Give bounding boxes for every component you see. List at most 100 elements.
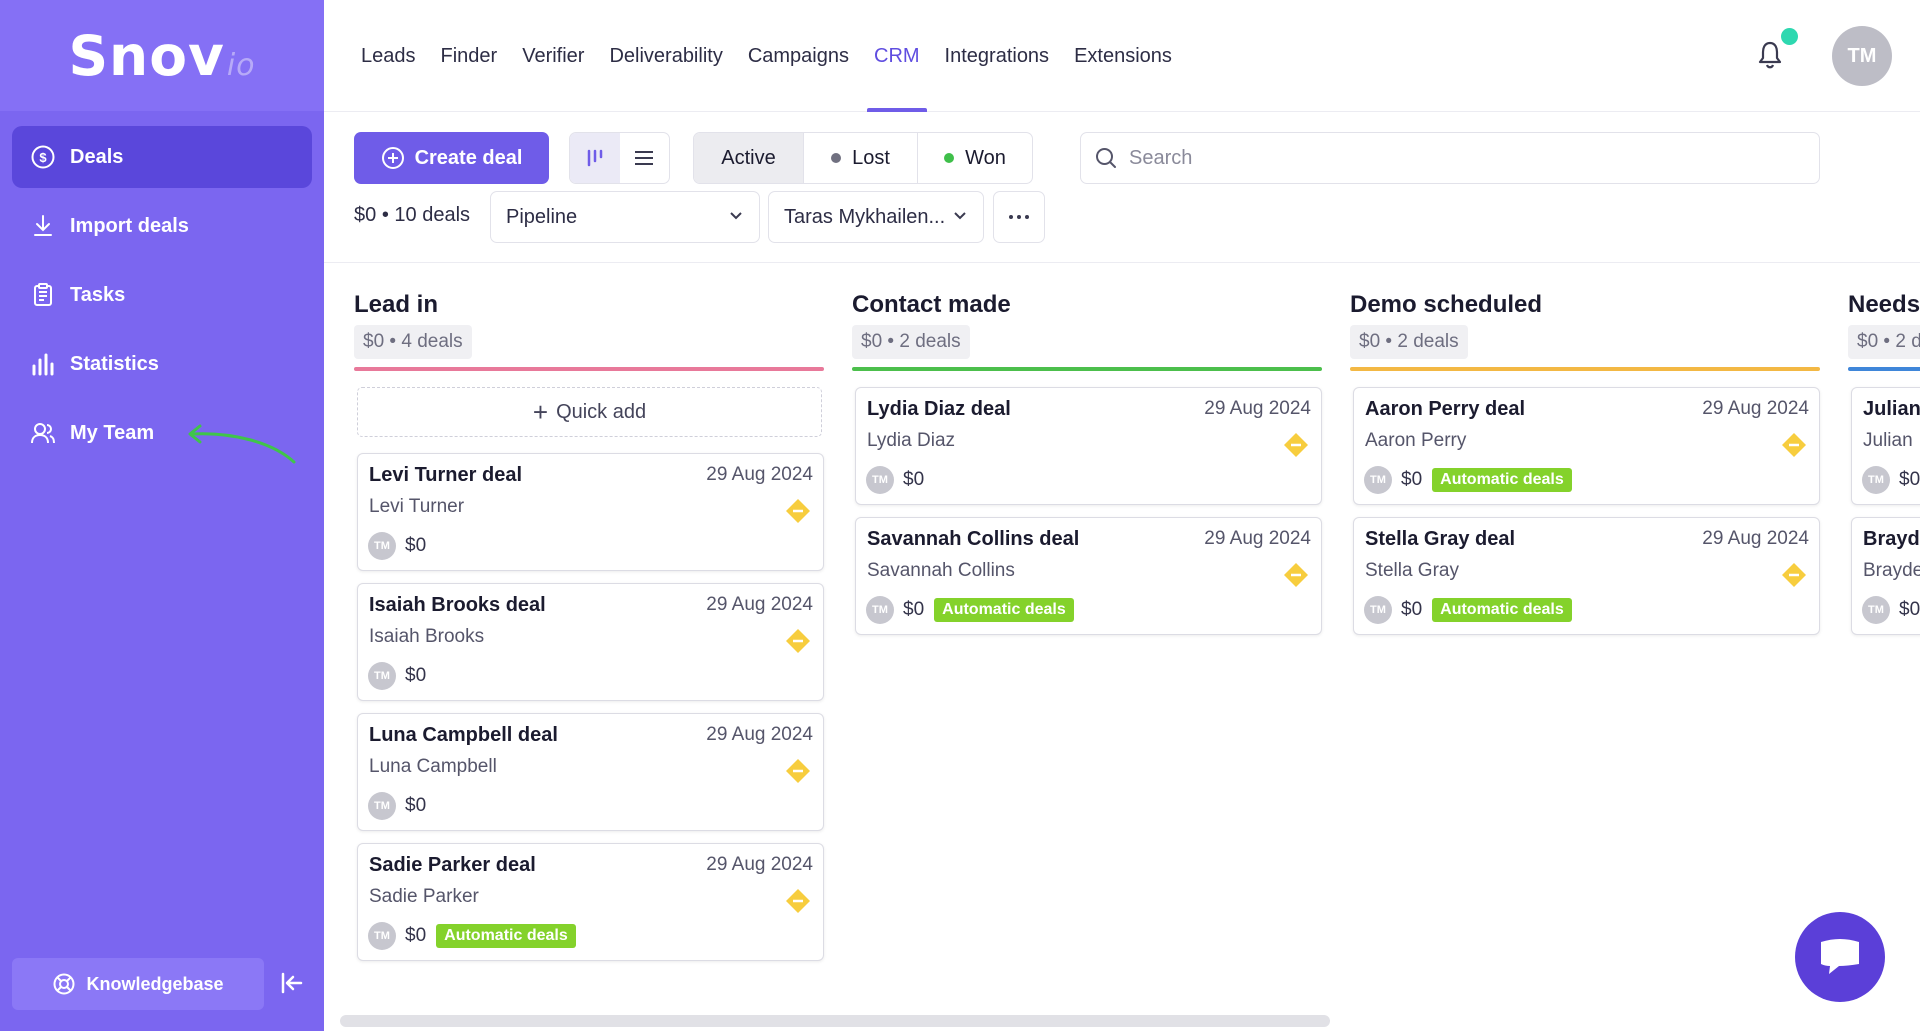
- deal-contact: Julian: [1863, 430, 1913, 451]
- deal-status-filter: Active Lost Won: [693, 132, 1033, 184]
- app-logo[interactable]: Snovio: [68, 23, 256, 88]
- deal-title: Aaron Perry deal: [1365, 398, 1526, 420]
- dollar-circle-icon: $: [31, 145, 55, 169]
- deal-date: 29 Aug 2024: [1204, 528, 1311, 549]
- collapse-sidebar-icon[interactable]: [279, 970, 305, 996]
- deal-card[interactable]: Julian Julian TM $0: [1851, 387, 1920, 505]
- lost-dot: [831, 153, 842, 163]
- deal-date: 29 Aug 2024: [706, 724, 813, 745]
- chat-icon: [1821, 939, 1859, 974]
- deal-card[interactable]: Levi Turner deal 29 Aug 2024 Levi Turner…: [357, 453, 824, 571]
- quick-add-button[interactable]: + Quick add: [357, 387, 822, 437]
- nav-crm[interactable]: CRM: [867, 0, 927, 112]
- deal-card[interactable]: Aaron Perry deal 29 Aug 2024 Aaron Perry…: [1353, 387, 1820, 505]
- nav-integrations[interactable]: Integrations: [944, 44, 1050, 67]
- deal-card[interactable]: Brayde Brayde TM $0: [1851, 517, 1920, 635]
- nav-leads[interactable]: Leads: [361, 44, 416, 67]
- owner-select[interactable]: Taras Mykhailen...: [768, 191, 984, 243]
- priority-icon: [786, 629, 810, 653]
- sidebar-item-label: Deals: [70, 145, 124, 168]
- board-view-button[interactable]: [570, 133, 620, 183]
- deal-contact: Luna Campbell: [369, 756, 497, 777]
- nav-extensions[interactable]: Extensions: [1074, 44, 1172, 67]
- deal-title: Luna Campbell deal: [369, 724, 558, 746]
- nav-verifier[interactable]: Verifier: [522, 44, 585, 67]
- deal-amount: $0: [405, 535, 427, 556]
- plus-icon: +: [532, 396, 549, 427]
- status-won-tab[interactable]: Won: [918, 133, 1032, 183]
- deal-title: Lydia Diaz deal: [867, 398, 1011, 420]
- deal-date: 29 Aug 2024: [706, 464, 813, 485]
- priority-icon: [786, 499, 810, 523]
- chat-widget-button[interactable]: [1795, 912, 1885, 1002]
- nav-campaigns[interactable]: Campaigns: [747, 44, 849, 67]
- knowledgebase-label: Knowledgebase: [86, 973, 224, 994]
- deal-card[interactable]: Lydia Diaz deal 29 Aug 2024 Lydia Diaz T…: [855, 387, 1322, 505]
- column-summary: $0 • 4 deals: [354, 325, 472, 359]
- logo-area: Snovio: [0, 0, 324, 111]
- clipboard-icon: [34, 283, 52, 306]
- pipeline-select[interactable]: Pipeline: [490, 191, 760, 243]
- more-options-button[interactable]: [993, 191, 1045, 243]
- deal-contact: Aaron Perry: [1365, 430, 1467, 451]
- view-toggle: [569, 132, 670, 184]
- deal-title: Julian: [1863, 398, 1920, 420]
- column-summary: $0 • 2 deals: [1350, 325, 1468, 359]
- chevron-down-icon: [730, 212, 742, 220]
- pipeline-board: Lead in $0 • 4 deals + Quick add Levi Tur…: [324, 262, 1920, 1031]
- column-summary: $0 • 2 d: [1848, 325, 1920, 359]
- bell-icon[interactable]: [1757, 40, 1783, 70]
- deal-amount: $0: [405, 665, 427, 686]
- status-active-tab[interactable]: Active: [694, 133, 804, 183]
- sidebar-item-my-team[interactable]: My Team: [12, 402, 312, 464]
- priority-icon: [1284, 563, 1308, 587]
- search-input[interactable]: Search: [1080, 132, 1820, 184]
- sidebar-item-deals[interactable]: $ Deals: [12, 126, 312, 188]
- sidebar-item-import-deals[interactable]: Import deals: [12, 195, 312, 257]
- deal-date: 29 Aug 2024: [1702, 398, 1809, 419]
- board-view-icon: [587, 149, 602, 167]
- column-color-line: [1848, 367, 1920, 371]
- list-view-button[interactable]: [620, 133, 670, 183]
- deal-contact: Levi Turner: [369, 496, 465, 517]
- deal-contact: Sadie Parker: [369, 886, 479, 907]
- deal-amount: $0: [903, 599, 925, 620]
- annotation-arrow-icon: [188, 424, 296, 464]
- priority-icon: [786, 759, 810, 783]
- bar-chart-icon: [32, 353, 54, 376]
- sidebar-item-statistics[interactable]: Statistics: [12, 333, 312, 395]
- status-lost-tab[interactable]: Lost: [804, 133, 918, 183]
- knowledgebase-button[interactable]: Knowledgebase: [12, 958, 264, 1010]
- deal-date: 29 Aug 2024: [1702, 528, 1809, 549]
- owner-avatar: TM: [1862, 466, 1890, 494]
- deal-date: 29 Aug 2024: [706, 854, 813, 875]
- deal-card[interactable]: Savannah Collins deal 29 Aug 2024 Savann…: [855, 517, 1322, 635]
- owner-avatar: TM: [1862, 596, 1890, 624]
- sidebar-item-label: My Team: [70, 421, 155, 444]
- deal-amount: $0: [1899, 469, 1920, 490]
- column-title: Contact made: [852, 291, 1011, 318]
- won-dot: [944, 153, 955, 163]
- column-color-line: [354, 367, 824, 371]
- pipeline-value: Pipeline: [506, 205, 578, 228]
- automatic-deals-tag: Automatic deals: [934, 598, 1074, 622]
- user-avatar[interactable]: TM: [1832, 26, 1892, 86]
- nav-deliverability[interactable]: Deliverability: [609, 44, 723, 67]
- deal-card[interactable]: Luna Campbell deal 29 Aug 2024 Luna Camp…: [357, 713, 824, 831]
- automatic-deals-tag: Automatic deals: [1432, 468, 1572, 492]
- deal-contact: Stella Gray: [1365, 560, 1459, 581]
- create-deal-button[interactable]: Create deal: [354, 132, 549, 184]
- owner-avatar: TM: [368, 792, 396, 820]
- deal-amount: $0: [405, 925, 427, 946]
- deal-card[interactable]: Sadie Parker deal 29 Aug 2024 Sadie Park…: [357, 843, 824, 961]
- deal-contact: Savannah Collins: [867, 560, 1015, 581]
- deal-card[interactable]: Stella Gray deal 29 Aug 2024 Stella Gray…: [1353, 517, 1820, 635]
- plus-circle-icon: [381, 147, 404, 169]
- deal-card[interactable]: Isaiah Brooks deal 29 Aug 2024 Isaiah Br…: [357, 583, 824, 701]
- nav-finder[interactable]: Finder: [440, 44, 498, 67]
- owner-value: Taras Mykhailen...: [784, 205, 946, 228]
- priority-icon: [786, 889, 810, 913]
- sidebar-item-tasks[interactable]: Tasks: [12, 264, 312, 326]
- deal-amount: $0: [1401, 469, 1423, 490]
- horizontal-scrollbar[interactable]: [340, 1015, 1330, 1027]
